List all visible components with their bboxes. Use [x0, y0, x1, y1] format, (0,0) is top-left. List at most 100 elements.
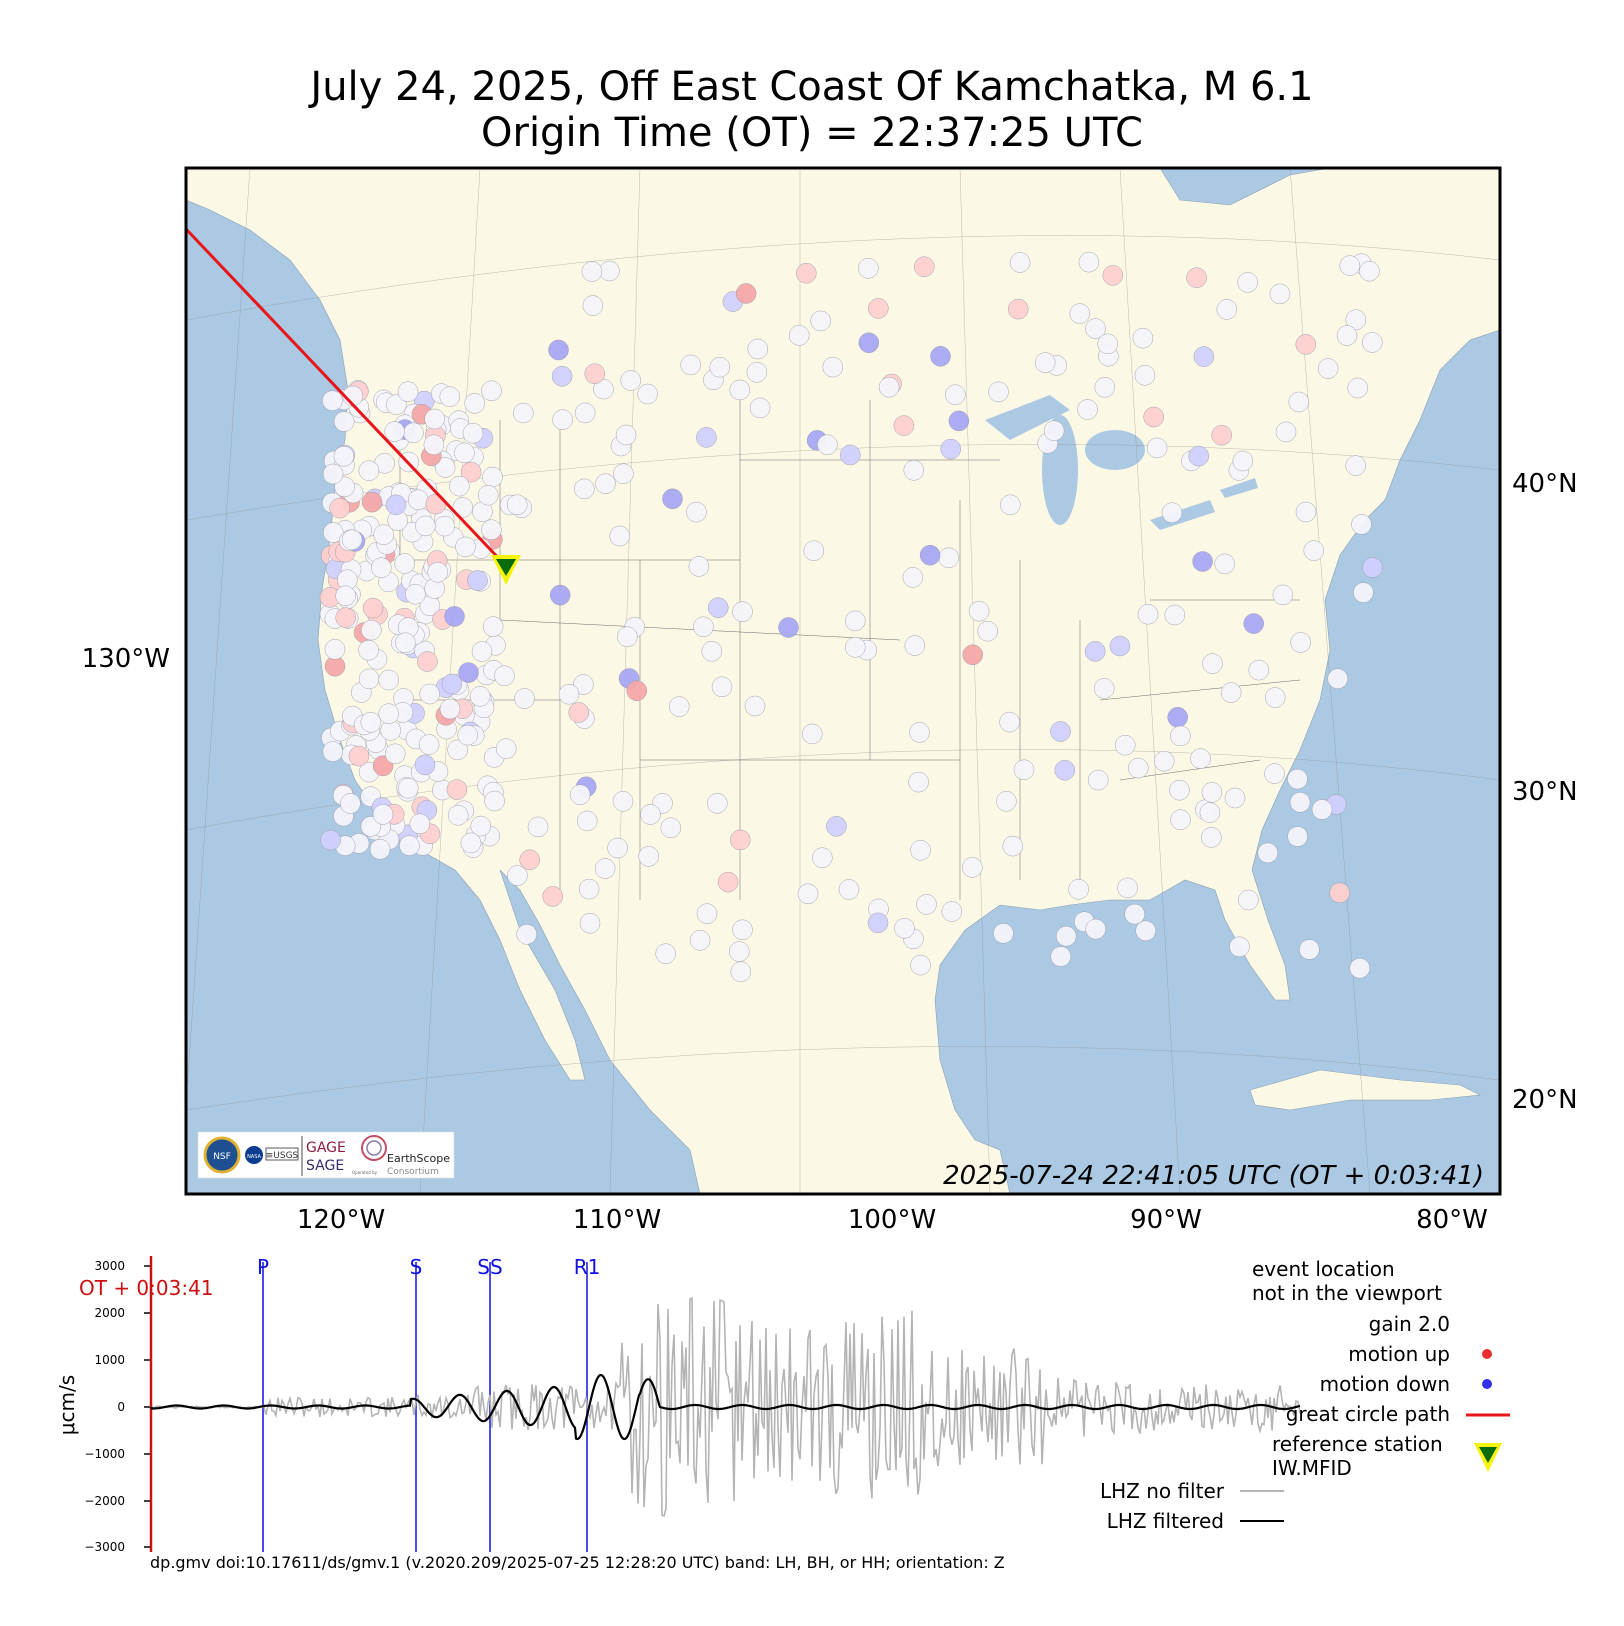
station-marker — [574, 402, 596, 424]
station-marker — [568, 702, 590, 723]
station-marker — [1199, 802, 1221, 823]
station-marker — [803, 540, 825, 561]
station-marker — [1134, 365, 1156, 386]
station-marker — [449, 475, 470, 497]
station-marker — [446, 779, 468, 800]
station-marker — [902, 567, 924, 588]
station-marker — [362, 597, 384, 619]
station-marker — [1299, 939, 1320, 960]
station-marker — [940, 438, 961, 460]
station-marker — [1295, 334, 1317, 355]
station-marker — [626, 680, 648, 701]
station-marker — [1109, 635, 1131, 657]
station-marker — [1237, 272, 1258, 293]
station-marker — [378, 703, 399, 724]
station-marker — [471, 641, 493, 662]
logo-box — [197, 1131, 455, 1179]
station-marker — [348, 745, 370, 767]
station-marker — [607, 837, 628, 859]
station-marker — [778, 617, 799, 638]
station-marker — [1135, 920, 1156, 942]
station-marker — [1170, 725, 1191, 747]
station-marker — [1077, 399, 1098, 420]
station-marker — [941, 901, 963, 922]
phase-s: S — [410, 1255, 423, 1279]
station-marker — [1085, 318, 1106, 339]
station-marker — [358, 460, 380, 481]
state-borders — [399, 400, 1301, 900]
legend-filtered: LHZ filtered — [1107, 1509, 1224, 1533]
seismo-footer: dp.gmv doi:10.17611/ds/gmv.1 (v.2020.209… — [150, 1553, 1005, 1572]
legend-motion-up: motion up — [1348, 1342, 1450, 1366]
station-marker — [1084, 641, 1106, 662]
station-marker — [796, 262, 817, 284]
station-marker — [1224, 787, 1246, 809]
station-marker — [812, 847, 833, 868]
station-marker — [845, 637, 866, 658]
station-marker — [470, 815, 492, 837]
station-marker — [1311, 799, 1333, 820]
phase-r1: R1 — [574, 1255, 601, 1279]
station-marker — [1295, 501, 1317, 523]
station-marker — [744, 695, 766, 717]
station-marker — [323, 522, 344, 543]
station-marker — [637, 383, 658, 405]
station-marker — [1339, 255, 1361, 276]
station-marker — [858, 258, 879, 279]
station-marker — [993, 923, 1014, 944]
station-marker — [749, 397, 771, 419]
station-marker — [417, 651, 438, 672]
station-marker — [322, 390, 343, 411]
station-marker — [358, 639, 379, 661]
station-marker — [594, 858, 616, 879]
latitude-line — [186, 749, 1500, 831]
station-marker — [1137, 603, 1159, 625]
station-marker — [1289, 792, 1311, 813]
station-marker — [729, 941, 750, 962]
station-marker — [1170, 809, 1191, 830]
station-marker — [1093, 678, 1115, 699]
station-marker — [361, 491, 383, 513]
station-marker — [1034, 352, 1056, 373]
legend-ref-2: IW.MFID — [1272, 1456, 1352, 1480]
cuba — [1249, 1069, 1482, 1111]
station-marker — [908, 771, 929, 793]
station-marker — [1287, 768, 1308, 790]
longitude-line — [1119, 168, 1181, 1194]
map-axis-labels: 120°W 110°W 100°W 90°W 80°W 130°W 40°N 3… — [82, 469, 1578, 1235]
station-marker — [919, 544, 941, 566]
station-marker — [1161, 502, 1183, 523]
station-marker — [457, 724, 478, 746]
station-marker — [688, 556, 710, 577]
station-marker — [423, 434, 445, 456]
station-marker — [369, 839, 391, 860]
station-marker — [395, 632, 416, 654]
station-marker — [693, 616, 714, 638]
station-marker — [730, 961, 752, 982]
station-marker — [1002, 835, 1024, 857]
station-marker — [579, 912, 601, 934]
station-marker — [620, 370, 641, 391]
ytick-m1000: −1000 — [84, 1447, 125, 1461]
station-marker — [1229, 936, 1250, 958]
earthscope-logo — [361, 1135, 387, 1161]
station-marker — [717, 871, 739, 893]
station-marker — [858, 332, 880, 354]
latitude-line — [186, 235, 1500, 321]
station-marker — [1303, 540, 1325, 561]
station-marker — [909, 722, 930, 743]
ytick-1000: 1000 — [94, 1353, 125, 1367]
station-marker — [482, 466, 503, 488]
station-marker — [1362, 557, 1383, 578]
station-marker — [962, 644, 983, 666]
lake-superior — [985, 395, 1070, 440]
logos: NSF NASA ≡USGS GAGE SAGE EarthScope Oper… — [197, 1131, 455, 1179]
station-marker — [732, 601, 753, 622]
border-line — [1099, 679, 1301, 701]
station-marker — [894, 918, 915, 939]
station-marker — [578, 878, 600, 900]
gage-text: GAGE — [306, 1140, 346, 1156]
station-marker — [340, 793, 361, 814]
station-marker — [467, 570, 488, 591]
